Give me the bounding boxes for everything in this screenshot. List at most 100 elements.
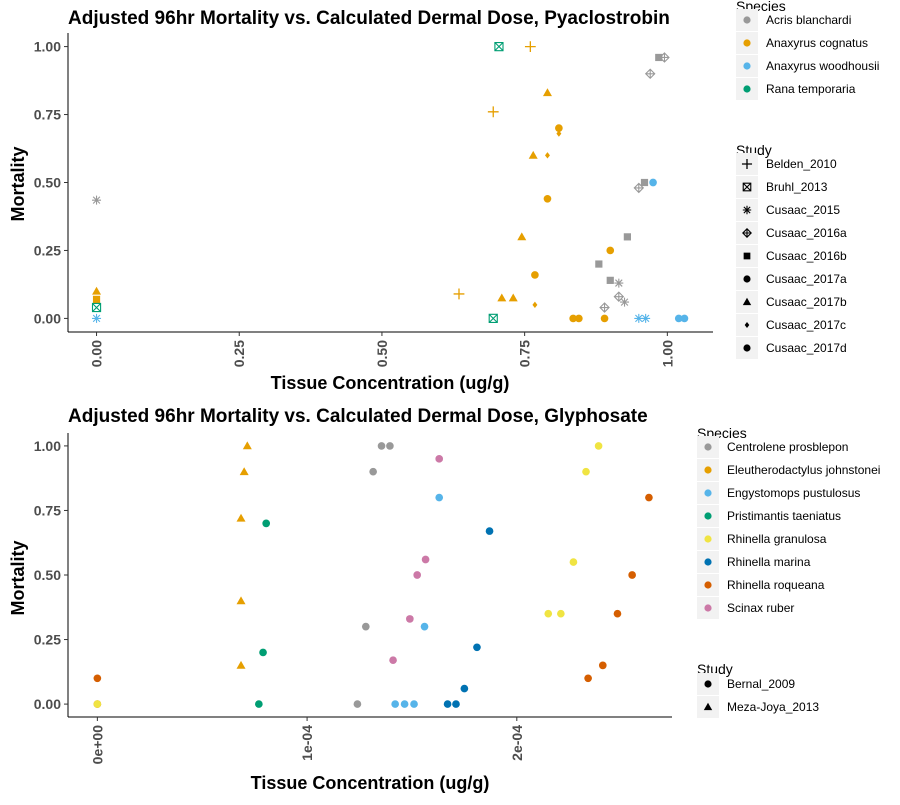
data-point	[93, 674, 102, 683]
data-point	[262, 519, 271, 528]
legend-key	[742, 228, 752, 238]
data-point	[92, 195, 102, 205]
data-point	[584, 674, 592, 683]
data-point	[655, 53, 663, 62]
data-point	[488, 313, 498, 324]
data-points	[91, 41, 689, 324]
legend-key	[704, 604, 712, 612]
data-point	[93, 700, 102, 708]
y-axis-title: Mortality	[8, 146, 28, 221]
data-point	[236, 596, 246, 605]
data-point	[582, 467, 590, 476]
data-point	[435, 454, 444, 463]
legend-key	[742, 205, 752, 215]
data-point	[410, 700, 418, 708]
data-point	[361, 622, 370, 631]
data-point	[400, 700, 409, 708]
panel-pyraclostrobin: Adjusted 96hr Mortality vs. Calculated D…	[8, 0, 879, 393]
data-point	[680, 314, 689, 323]
x-tick-label: 0e+00	[89, 725, 105, 765]
legend-label: Anaxyrus woodhousii	[766, 59, 879, 73]
legend-study: Bernal_2009 Meza-Joya_2013	[697, 673, 819, 718]
legend-key	[704, 680, 712, 688]
legend-label: Anaxyrus cognatus	[766, 36, 868, 50]
data-point	[599, 302, 610, 313]
legend-key	[743, 16, 751, 24]
data-point	[528, 150, 538, 159]
data-point	[600, 314, 609, 323]
data-point	[633, 182, 645, 194]
legend-label: Centrolene prosblepon	[727, 440, 848, 454]
data-point	[413, 571, 422, 579]
legend-key	[742, 182, 752, 192]
legend-label: Pristimantis taeniatus	[727, 509, 841, 523]
data-point	[259, 648, 267, 657]
data-point	[606, 276, 614, 284]
legend-key	[744, 322, 750, 328]
legend-label: Belden_2010	[766, 157, 837, 171]
legend-label: Cusaac_2017a	[766, 272, 847, 286]
legend-study: Belden_2010 Bruhl_2013 Cusaac_2015 Cusaac_2…	[736, 153, 847, 359]
x-tick-label: 2e-04	[509, 725, 525, 761]
data-point	[91, 302, 102, 313]
data-point	[255, 700, 263, 708]
y-axis-title: Mortality	[8, 540, 28, 615]
data-point	[543, 194, 552, 203]
data-point	[613, 291, 625, 302]
legend-key	[743, 85, 751, 93]
data-point	[92, 286, 102, 295]
legend-key	[704, 581, 712, 589]
data-point	[531, 271, 539, 279]
x-axis-title: Tissue Concentration (ug/g)	[271, 373, 510, 393]
data-point	[544, 609, 553, 618]
data-point	[377, 442, 386, 450]
data-point	[242, 441, 252, 450]
legend-label: Bernal_2009	[727, 677, 795, 691]
data-point	[508, 293, 518, 302]
x-tick-label: 0.75	[517, 340, 533, 367]
legend-key	[704, 466, 712, 474]
data-point	[443, 700, 452, 708]
data-point	[532, 301, 538, 308]
data-point	[497, 293, 507, 302]
data-point	[556, 130, 562, 137]
data-point	[555, 124, 563, 132]
legend-label: Cusaac_2017b	[766, 295, 847, 309]
data-point	[557, 609, 565, 618]
data-point	[594, 442, 603, 450]
legend-label: Acris blanchardi	[766, 13, 851, 27]
data-point	[435, 493, 444, 502]
data-point	[485, 527, 494, 535]
legend-label: Cusaac_2015	[766, 203, 840, 217]
data-point	[641, 313, 651, 323]
legend-label: Cusaac_2017c	[766, 318, 846, 332]
data-point	[620, 297, 630, 307]
legend-key	[704, 512, 712, 520]
legend-key	[703, 702, 713, 711]
data-point	[452, 700, 460, 708]
data-points	[93, 441, 653, 708]
data-point	[674, 314, 683, 323]
data-point	[628, 571, 636, 579]
data-point	[239, 467, 249, 476]
data-point	[473, 643, 481, 652]
data-point	[391, 700, 399, 708]
x-tick-label: 0.00	[89, 340, 105, 367]
axes: 0.00 0.25 0.50 0.75 1.00 0.00 0.25 0.50 0.75 1.00	[34, 33, 713, 367]
data-point	[644, 68, 656, 80]
legend-label: Cusaac_2016b	[766, 249, 847, 263]
data-point	[542, 88, 552, 97]
y-tick-label: 0.50	[34, 175, 61, 191]
chart-title: Adjusted 96hr Mortality vs. Calculated D…	[68, 406, 648, 427]
data-point	[659, 52, 670, 63]
data-point	[569, 558, 578, 566]
legend-label: Scinax ruber	[727, 601, 794, 615]
legend-key	[743, 62, 751, 70]
data-point	[386, 442, 394, 450]
legend-key	[743, 275, 751, 283]
y-tick-label: 0.00	[34, 696, 61, 712]
data-point	[453, 288, 465, 300]
legend-key	[704, 443, 712, 451]
data-point	[575, 314, 583, 323]
